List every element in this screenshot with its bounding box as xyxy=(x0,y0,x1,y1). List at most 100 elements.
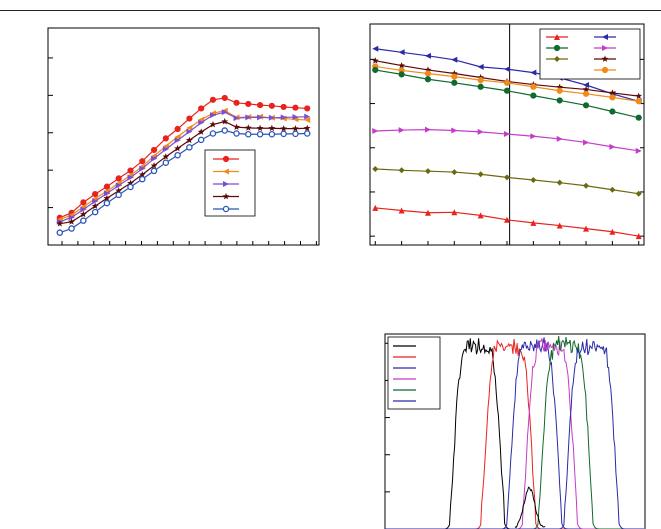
right-point-orange xyxy=(635,98,642,105)
left-point-blue xyxy=(233,130,240,137)
left-point-purple xyxy=(174,137,181,144)
left-point-blue xyxy=(268,131,276,138)
right-point-green xyxy=(372,66,379,74)
bottom-series-navy2 xyxy=(385,338,644,529)
right-legend-marker-red xyxy=(554,34,560,40)
right-point-darkred xyxy=(556,83,564,91)
left-point-darkred xyxy=(292,125,299,132)
right-point-magenta xyxy=(504,131,510,138)
left-point-purple xyxy=(221,109,228,116)
left-point-blue xyxy=(280,130,287,138)
left-legend-marker-orange xyxy=(223,168,229,175)
left-point-purple xyxy=(115,182,122,189)
left-point-red xyxy=(198,105,205,112)
left-point-blue xyxy=(221,127,228,134)
left-point-darkred xyxy=(185,136,193,144)
top-rule xyxy=(0,10,661,11)
right-point-olive xyxy=(372,165,379,172)
left-point-purple xyxy=(92,198,99,205)
left-point-darkred xyxy=(256,124,264,132)
left-series-purple xyxy=(59,111,308,223)
right-point-navy xyxy=(477,63,484,70)
right-legend-marker-magenta xyxy=(602,45,608,51)
left-point-blue xyxy=(68,225,75,232)
right-point-magenta xyxy=(398,127,405,134)
bottom-series-black-bump xyxy=(514,486,546,529)
left-point-darkred xyxy=(221,117,229,125)
left-point-red xyxy=(292,104,299,111)
left-point-blue xyxy=(303,130,311,137)
left-point-darkred xyxy=(91,202,99,209)
right-point-darkred xyxy=(635,92,643,99)
right-point-olive xyxy=(424,168,431,175)
right-point-green xyxy=(582,102,590,109)
right-legend-marker-green xyxy=(553,44,561,52)
right-point-navy xyxy=(398,49,405,56)
right-legend-marker-navy xyxy=(602,34,608,40)
right-line-chart xyxy=(369,23,645,246)
left-point-red xyxy=(80,199,87,206)
left-point-darkred xyxy=(268,124,276,132)
left-point-blue xyxy=(162,159,170,166)
right-point-navy xyxy=(530,69,537,76)
left-point-blue xyxy=(209,130,217,137)
right-point-navy xyxy=(504,66,510,73)
left-point-darkred xyxy=(150,162,158,169)
left-point-purple xyxy=(292,114,299,121)
left-legend-marker-purple xyxy=(223,181,229,187)
left-point-red xyxy=(103,183,111,190)
left-legend-marker-blue xyxy=(222,205,230,213)
left-point-darkred xyxy=(209,120,217,128)
left-point-darkred xyxy=(115,187,123,194)
right-point-darkred xyxy=(450,69,458,77)
right-point-darkred xyxy=(398,61,406,69)
right-point-red xyxy=(424,209,431,216)
left-point-red xyxy=(139,158,146,165)
right-point-green xyxy=(530,92,537,99)
left-point-red xyxy=(209,96,217,103)
left-plot-frame xyxy=(47,27,320,246)
left-point-purple xyxy=(186,128,193,135)
right-point-red xyxy=(556,222,563,229)
right-point-orange xyxy=(424,70,432,77)
left-point-red xyxy=(233,99,240,106)
right-point-green xyxy=(477,83,484,90)
right-point-olive xyxy=(635,190,642,197)
right-point-green xyxy=(424,76,432,83)
right-point-magenta xyxy=(530,133,537,140)
right-point-red xyxy=(477,212,484,219)
right-legend-marker-darkred xyxy=(601,55,609,62)
right-point-navy xyxy=(451,56,458,63)
left-point-red xyxy=(115,175,122,182)
left-point-darkred xyxy=(127,179,134,187)
right-point-darkred xyxy=(371,57,379,64)
left-point-purple xyxy=(198,119,205,126)
right-point-red xyxy=(504,216,510,223)
left-point-red xyxy=(127,167,134,174)
left-point-red xyxy=(162,135,169,142)
right-point-orange xyxy=(477,77,484,84)
right-series-olive xyxy=(375,168,639,195)
left-point-red xyxy=(221,94,228,102)
right-point-magenta xyxy=(635,147,642,154)
left-point-purple xyxy=(280,114,287,121)
left-line-chart xyxy=(47,27,320,246)
right-point-red xyxy=(451,209,458,216)
left-point-purple xyxy=(151,155,158,162)
right-point-magenta xyxy=(451,127,458,134)
right-point-olive xyxy=(451,169,458,176)
right-point-orange xyxy=(503,79,511,86)
right-point-green xyxy=(609,108,616,115)
right-point-red xyxy=(372,204,379,211)
right-point-green xyxy=(451,79,458,86)
right-point-green xyxy=(398,71,405,78)
right-point-magenta xyxy=(609,143,616,150)
left-point-purple xyxy=(233,115,240,122)
left-point-blue xyxy=(91,208,99,216)
right-point-magenta xyxy=(556,135,563,142)
left-point-blue xyxy=(103,199,111,207)
right-point-olive xyxy=(504,174,510,181)
left-point-darkred xyxy=(244,124,252,131)
right-point-darkred xyxy=(424,66,432,73)
